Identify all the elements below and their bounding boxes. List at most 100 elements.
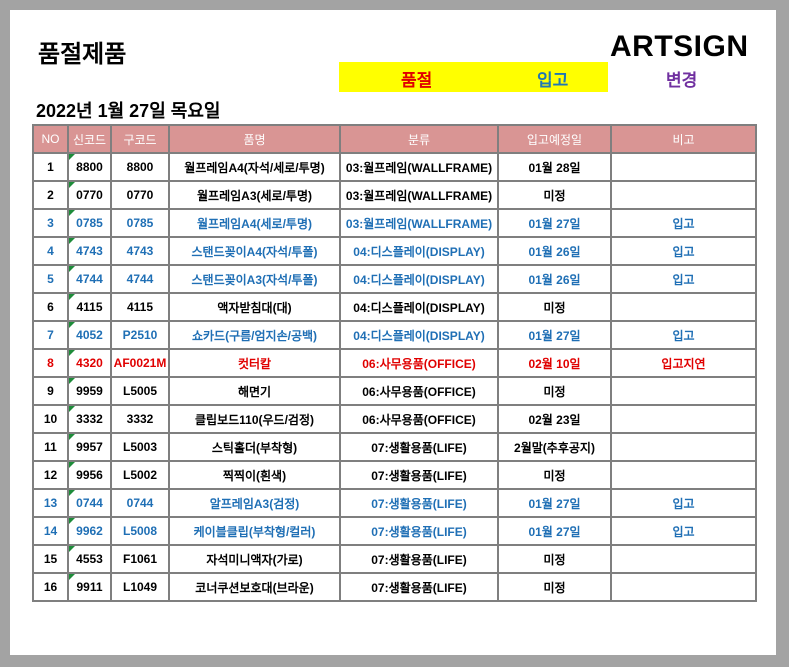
cell-product-name[interactable]: 해면기 bbox=[168, 376, 341, 406]
cell-old-code[interactable]: 3332 bbox=[110, 404, 170, 434]
cell-product-name[interactable]: 컷터칼 bbox=[168, 348, 341, 378]
cell-product-name[interactable]: 월프레임A3(세로/투명) bbox=[168, 180, 341, 210]
cell-new-code[interactable]: 9962 bbox=[67, 516, 112, 546]
cell-category[interactable]: 04:디스플레이(DISPLAY) bbox=[339, 292, 499, 322]
cell-note[interactable] bbox=[610, 376, 757, 406]
cell-note[interactable] bbox=[610, 572, 757, 602]
cell-new-code[interactable]: 4744 bbox=[67, 264, 112, 294]
cell-new-code[interactable]: 9959 bbox=[67, 376, 112, 406]
cell-note[interactable] bbox=[610, 544, 757, 574]
cell-note[interactable]: 입고지연 bbox=[610, 348, 757, 378]
cell-no[interactable]: 16 bbox=[32, 572, 69, 602]
cell-note[interactable]: 입고 bbox=[610, 488, 757, 518]
cell-eta[interactable]: 02월 23일 bbox=[497, 404, 612, 434]
cell-old-code[interactable]: F1061 bbox=[110, 544, 170, 574]
cell-category[interactable]: 06:사무용품(OFFICE) bbox=[339, 348, 499, 378]
cell-eta[interactable]: 01월 27일 bbox=[497, 516, 612, 546]
cell-note[interactable]: 입고 bbox=[610, 264, 757, 294]
cell-eta[interactable]: 미정 bbox=[497, 544, 612, 574]
cell-no[interactable]: 5 bbox=[32, 264, 69, 294]
cell-category[interactable]: 06:사무용품(OFFICE) bbox=[339, 376, 499, 406]
cell-no[interactable]: 14 bbox=[32, 516, 69, 546]
cell-old-code[interactable]: L5005 bbox=[110, 376, 170, 406]
cell-category[interactable]: 03:월프레임(WALLFRAME) bbox=[339, 180, 499, 210]
cell-new-code[interactable]: 9956 bbox=[67, 460, 112, 490]
cell-product-name[interactable]: 월프레임A4(자석/세로/투명) bbox=[168, 152, 341, 182]
cell-new-code[interactable]: 4115 bbox=[67, 292, 112, 322]
cell-no[interactable]: 10 bbox=[32, 404, 69, 434]
cell-eta[interactable]: 미정 bbox=[497, 180, 612, 210]
cell-new-code[interactable]: 4743 bbox=[67, 236, 112, 266]
cell-old-code[interactable]: 4744 bbox=[110, 264, 170, 294]
cell-product-name[interactable]: 스탠드꽂이A3(자석/투폴) bbox=[168, 264, 341, 294]
cell-category[interactable]: 07:생활용품(LIFE) bbox=[339, 460, 499, 490]
cell-note[interactable]: 입고 bbox=[610, 516, 757, 546]
cell-category[interactable]: 04:디스플레이(DISPLAY) bbox=[339, 264, 499, 294]
cell-eta[interactable]: 2월말(추후공지) bbox=[497, 432, 612, 462]
cell-old-code[interactable]: L5008 bbox=[110, 516, 170, 546]
cell-category[interactable]: 07:생활용품(LIFE) bbox=[339, 516, 499, 546]
cell-eta[interactable]: 01월 27일 bbox=[497, 208, 612, 238]
cell-product-name[interactable]: 클립보드110(우드/검정) bbox=[168, 404, 341, 434]
cell-eta[interactable]: 01월 27일 bbox=[497, 488, 612, 518]
cell-old-code[interactable]: 0744 bbox=[110, 488, 170, 518]
cell-new-code[interactable]: 0744 bbox=[67, 488, 112, 518]
cell-old-code[interactable]: AF0021M bbox=[110, 348, 170, 378]
cell-eta[interactable]: 미정 bbox=[497, 292, 612, 322]
cell-old-code[interactable]: L5003 bbox=[110, 432, 170, 462]
cell-note[interactable] bbox=[610, 292, 757, 322]
cell-new-code[interactable]: 0785 bbox=[67, 208, 112, 238]
cell-note[interactable]: 입고 bbox=[610, 208, 757, 238]
cell-new-code[interactable]: 4553 bbox=[67, 544, 112, 574]
cell-no[interactable]: 1 bbox=[32, 152, 69, 182]
cell-category[interactable]: 04:디스플레이(DISPLAY) bbox=[339, 320, 499, 350]
cell-new-code[interactable]: 8800 bbox=[67, 152, 112, 182]
cell-category[interactable]: 07:생활용품(LIFE) bbox=[339, 432, 499, 462]
cell-no[interactable]: 11 bbox=[32, 432, 69, 462]
cell-old-code[interactable]: 4115 bbox=[110, 292, 170, 322]
cell-product-name[interactable]: 알프레임A3(검정) bbox=[168, 488, 341, 518]
cell-no[interactable]: 3 bbox=[32, 208, 69, 238]
cell-product-name[interactable]: 찍찍이(흰색) bbox=[168, 460, 341, 490]
cell-no[interactable]: 15 bbox=[32, 544, 69, 574]
cell-new-code[interactable]: 9911 bbox=[67, 572, 112, 602]
cell-eta[interactable]: 02월 10일 bbox=[497, 348, 612, 378]
cell-product-name[interactable]: 스틱홀더(부착형) bbox=[168, 432, 341, 462]
cell-old-code[interactable]: 0770 bbox=[110, 180, 170, 210]
cell-product-name[interactable]: 쇼카드(구름/엄지손/공백) bbox=[168, 320, 341, 350]
cell-product-name[interactable]: 코너쿠션보호대(브라운) bbox=[168, 572, 341, 602]
cell-note[interactable] bbox=[610, 152, 757, 182]
cell-eta[interactable]: 01월 26일 bbox=[497, 264, 612, 294]
cell-no[interactable]: 2 bbox=[32, 180, 69, 210]
cell-new-code[interactable]: 3332 bbox=[67, 404, 112, 434]
cell-old-code[interactable]: P2510 bbox=[110, 320, 170, 350]
cell-category[interactable]: 03:월프레임(WALLFRAME) bbox=[339, 208, 499, 238]
cell-no[interactable]: 8 bbox=[32, 348, 69, 378]
cell-category[interactable]: 07:생활용품(LIFE) bbox=[339, 488, 499, 518]
cell-product-name[interactable]: 자석미니액자(가로) bbox=[168, 544, 341, 574]
cell-eta[interactable]: 01월 28일 bbox=[497, 152, 612, 182]
cell-old-code[interactable]: 0785 bbox=[110, 208, 170, 238]
cell-old-code[interactable]: L5002 bbox=[110, 460, 170, 490]
cell-eta[interactable]: 미정 bbox=[497, 376, 612, 406]
cell-category[interactable]: 04:디스플레이(DISPLAY) bbox=[339, 236, 499, 266]
cell-old-code[interactable]: 8800 bbox=[110, 152, 170, 182]
cell-note[interactable] bbox=[610, 432, 757, 462]
cell-note[interactable] bbox=[610, 404, 757, 434]
cell-category[interactable]: 07:생활용품(LIFE) bbox=[339, 544, 499, 574]
cell-product-name[interactable]: 액자받침대(대) bbox=[168, 292, 341, 322]
cell-no[interactable]: 4 bbox=[32, 236, 69, 266]
cell-no[interactable]: 12 bbox=[32, 460, 69, 490]
cell-new-code[interactable]: 9957 bbox=[67, 432, 112, 462]
cell-note[interactable]: 입고 bbox=[610, 236, 757, 266]
cell-no[interactable]: 7 bbox=[32, 320, 69, 350]
cell-product-name[interactable]: 스탠드꽂이A4(자석/투폴) bbox=[168, 236, 341, 266]
cell-no[interactable]: 13 bbox=[32, 488, 69, 518]
cell-category[interactable]: 03:월프레임(WALLFRAME) bbox=[339, 152, 499, 182]
cell-no[interactable]: 6 bbox=[32, 292, 69, 322]
cell-eta[interactable]: 미정 bbox=[497, 460, 612, 490]
cell-note[interactable]: 입고 bbox=[610, 320, 757, 350]
cell-new-code[interactable]: 4052 bbox=[67, 320, 112, 350]
cell-category[interactable]: 06:사무용품(OFFICE) bbox=[339, 404, 499, 434]
cell-product-name[interactable]: 월프레임A4(세로/투명) bbox=[168, 208, 341, 238]
